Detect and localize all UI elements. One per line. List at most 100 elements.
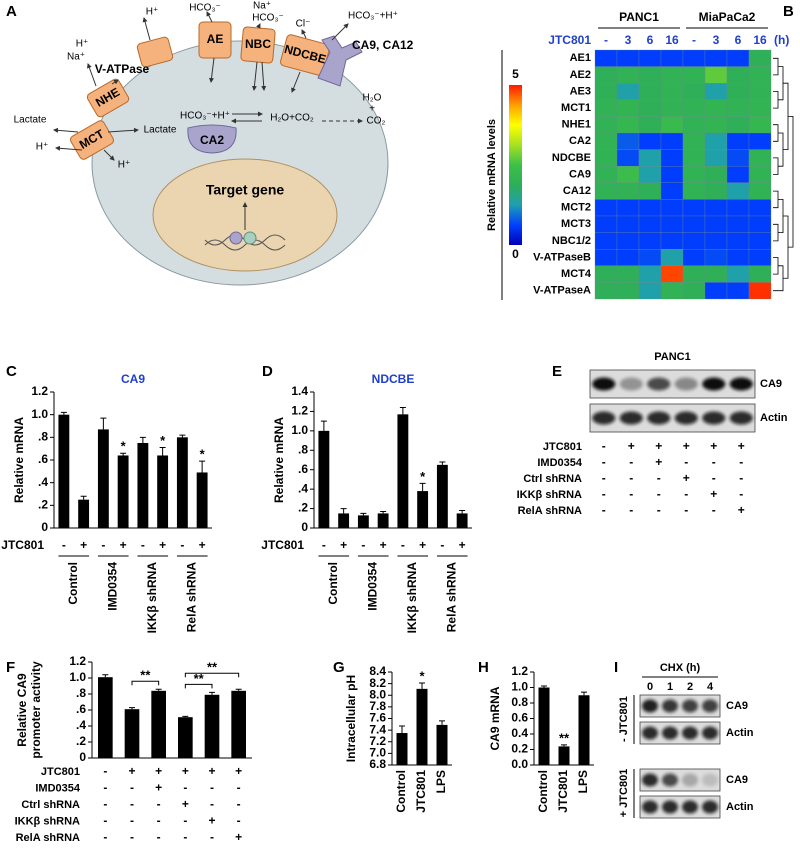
bar — [338, 513, 350, 528]
condition-sign: + — [155, 781, 162, 795]
heat-cell — [682, 215, 706, 233]
condition-sign: - — [183, 781, 187, 795]
condition-sign: - — [684, 455, 688, 469]
row-label: NDCBE — [552, 152, 591, 164]
ion-label: HCO₃⁻+H⁺ — [348, 11, 398, 22]
condition-sign: - — [157, 814, 161, 828]
dendrogram — [773, 57, 779, 76]
heat-cell — [594, 232, 618, 250]
bar — [396, 733, 408, 765]
band — [592, 377, 616, 391]
blot-strip — [639, 694, 721, 718]
lane-label: 0 — [647, 681, 653, 693]
blot-title: CHX (h) — [660, 662, 701, 674]
significance: ** — [559, 730, 570, 745]
y-tick-label: .4 — [298, 481, 308, 495]
column-label: 16 — [753, 33, 767, 47]
ion-label: Lactate — [144, 125, 177, 136]
condition-sign: + — [159, 538, 166, 552]
row-label: MCT3 — [561, 218, 591, 230]
heat-cell — [638, 215, 662, 233]
group-label: IMD0354 — [365, 562, 379, 611]
band — [642, 726, 658, 740]
band-label: CA9 — [726, 774, 748, 786]
y-tick-label: 7.0 — [369, 746, 386, 760]
condition-sign: - — [183, 830, 187, 844]
heat-cell — [638, 116, 662, 134]
dendrogram — [788, 116, 794, 248]
condition-sign: + — [128, 764, 135, 778]
band — [702, 377, 726, 391]
band — [702, 411, 726, 425]
y-tick-label: 0.8 — [511, 695, 528, 709]
ion-label: Cl⁻ — [296, 19, 311, 30]
error-bar — [139, 436, 146, 443]
group-label: MiaPaCa2 — [699, 10, 756, 24]
ion-label: H₂O — [363, 93, 382, 104]
condition-name: IMD0354 — [35, 782, 81, 794]
band — [662, 699, 678, 713]
condition-sign: - — [602, 471, 606, 485]
heat-cell — [616, 99, 640, 117]
band — [729, 411, 753, 425]
band-label: Actin — [726, 801, 754, 813]
blot-strip — [589, 369, 756, 399]
heat-cell — [726, 265, 750, 283]
significance: * — [419, 668, 425, 683]
error-bar — [419, 682, 425, 689]
band — [674, 377, 698, 391]
condition-sign: - — [440, 538, 444, 552]
bar — [78, 499, 90, 528]
heat-cell — [748, 132, 772, 150]
condition-sign: + — [683, 439, 690, 453]
row-label: CA12 — [563, 185, 591, 197]
significance: ** — [140, 668, 151, 683]
condition-sign: + — [340, 538, 347, 552]
condition-sign: + — [380, 538, 387, 552]
y-tick-label: .8 — [76, 686, 86, 700]
band — [702, 800, 718, 814]
bar — [558, 746, 570, 765]
condition-sign: + — [419, 538, 426, 552]
y-tick-label: 1.2 — [291, 404, 308, 418]
error-bar — [60, 411, 67, 415]
row-label: MCT2 — [561, 202, 591, 214]
heat-cell — [704, 83, 728, 100]
dendrogram — [783, 215, 789, 279]
group-label: IMD0354 — [105, 562, 119, 611]
y-tick-label: 7.6 — [369, 711, 386, 725]
bar — [357, 515, 369, 528]
arrow — [291, 71, 301, 93]
ion-label: + — [369, 104, 375, 115]
y-axis-label: CA9 mRNA — [488, 686, 502, 750]
band — [592, 411, 616, 425]
condition-name: Ctrl shRNA — [523, 473, 582, 485]
reaction-label: H₂O+CO₂ — [270, 113, 314, 124]
condition-name: IMD0354 — [537, 457, 583, 469]
error-bar — [155, 688, 162, 691]
bar — [377, 513, 389, 528]
lane-label: 4 — [707, 681, 714, 693]
condition-sign: + — [208, 764, 215, 778]
heat-cell — [748, 116, 772, 134]
condition-name: Ctrl shRNA — [21, 799, 80, 811]
condition-sign: - — [602, 487, 606, 501]
row-label: MCT1 — [561, 102, 591, 114]
panel-letter: G — [333, 659, 345, 676]
heat-cell — [638, 132, 662, 150]
heat-cell — [726, 99, 750, 117]
heat-cell — [594, 132, 618, 150]
heat-cell — [616, 182, 640, 200]
heat-cell — [682, 182, 706, 200]
y-tick-label: 0.2 — [511, 742, 528, 756]
row-label: CA9 — [569, 168, 591, 180]
condition-sign: - — [210, 781, 214, 795]
x-tick-label: JTC801 — [414, 770, 428, 813]
factor — [243, 231, 257, 245]
bar — [176, 437, 188, 528]
bar — [318, 430, 330, 528]
condition-sign: + — [628, 439, 635, 453]
heat-cell — [704, 99, 728, 117]
band — [702, 699, 718, 713]
band — [662, 726, 678, 740]
